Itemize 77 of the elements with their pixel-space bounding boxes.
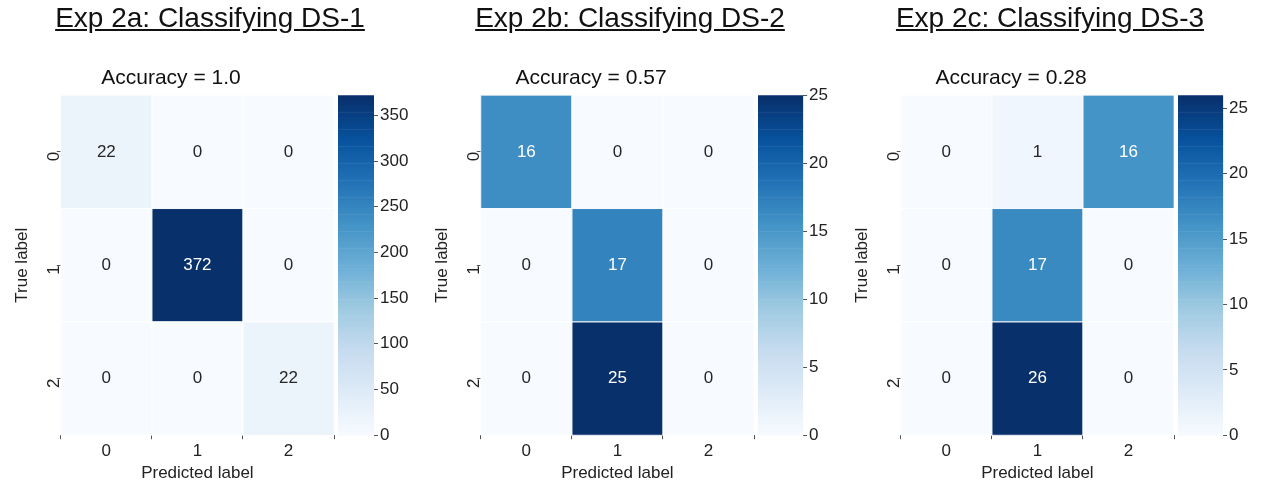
x-axis-title: Predicted label: [141, 463, 254, 483]
data-label: 0: [612, 141, 623, 161]
data-label: 0: [101, 254, 112, 274]
data-label: 22: [96, 141, 116, 161]
color-bar-label: 50: [380, 379, 399, 399]
x-axis-title: Predicted label: [981, 463, 1094, 483]
color-bar-label: 20: [1229, 163, 1249, 183]
y-tick-label: 1: [464, 265, 484, 275]
x-axis-title: Predicted label: [561, 463, 674, 483]
data-label: 0: [521, 254, 532, 274]
data-label: 0: [703, 368, 714, 388]
y-tick-label: 2: [44, 378, 64, 388]
color-bar-label: 0: [809, 424, 819, 444]
color-bar-label: 5: [1229, 359, 1239, 379]
chart-title: Exp 2c: Classifying DS-3: [894, 2, 1206, 34]
color-bar-label: 25: [1229, 97, 1249, 117]
data-label: 0: [941, 368, 952, 388]
chart-title: Exp 2a: Classifying DS-1: [54, 2, 366, 34]
color-bar-label: 10: [1229, 294, 1249, 314]
x-tick-label: 2: [703, 441, 714, 461]
data-label: 0: [703, 141, 714, 161]
data-label: 17: [1027, 254, 1047, 274]
color-bar-label: 350: [380, 105, 409, 124]
chart-subtitle: Accuracy = 0.28: [935, 65, 1087, 89]
y-tick-label: 2: [464, 378, 484, 388]
x-tick-label: 1: [612, 441, 623, 461]
data-label: 26: [1027, 368, 1047, 388]
chart-subtitle: Accuracy = 0.57: [515, 65, 667, 89]
color-bar-label: 15: [1229, 228, 1249, 248]
data-label: 22: [279, 368, 298, 388]
y-tick-label: 0: [464, 151, 484, 162]
y-axis-title: True label: [851, 227, 871, 303]
color-bar-label: 5: [809, 356, 819, 376]
color-bar-label: 150: [380, 287, 409, 307]
x-tick-label: 0: [101, 441, 112, 461]
y-axis-title: True label: [431, 227, 451, 303]
color-bar-label: 250: [380, 196, 409, 216]
y-axis-title: True label: [11, 227, 31, 303]
data-label: 0: [941, 254, 952, 274]
color-bar-label: 0: [380, 424, 390, 444]
color-bar-label: 0: [1229, 424, 1239, 444]
x-tick-label: 0: [941, 441, 952, 461]
data-label: 0: [941, 141, 952, 161]
data-label: 16: [516, 141, 536, 161]
x-tick-label: 0: [521, 441, 532, 461]
y-tick-label: 0: [44, 151, 64, 162]
data-label: 0: [283, 254, 294, 274]
y-tick-label: 0: [884, 151, 904, 162]
x-tick-label: 2: [283, 441, 294, 461]
color-bar-label: 20: [809, 152, 829, 172]
y-tick-label: 1: [884, 265, 904, 275]
x-tick-label: 2: [1123, 441, 1134, 461]
data-label: 0: [192, 368, 203, 388]
chart-title: Exp 2b: Classifying DS-2: [474, 2, 786, 34]
data-label: 372: [183, 254, 212, 274]
data-label: 17: [607, 254, 627, 274]
data-label: 1: [1032, 141, 1043, 161]
data-label: 0: [283, 141, 294, 161]
color-bar-label: 100: [380, 333, 409, 353]
x-tick-label: 1: [192, 441, 203, 461]
data-label: 0: [192, 141, 203, 161]
data-label: 25: [607, 368, 627, 388]
data-label: 0: [1123, 254, 1134, 274]
color-bar-label: 300: [380, 150, 409, 170]
chart-subtitle: Accuracy = 1.0: [101, 65, 241, 89]
color-bar-label: 10: [809, 288, 829, 308]
x-tick-label: 1: [1032, 441, 1043, 461]
data-label: 0: [521, 368, 532, 388]
data-label: 0: [101, 368, 112, 388]
data-label: 0: [703, 254, 714, 274]
data-label: 0: [1123, 368, 1134, 388]
color-bar-label: 200: [380, 242, 409, 262]
y-tick-label: 1: [44, 265, 64, 275]
color-bar-label: 25: [809, 84, 829, 104]
y-tick-label: 2: [884, 378, 904, 388]
color-bar-label: 15: [809, 220, 829, 240]
data-label: 16: [1119, 141, 1138, 161]
